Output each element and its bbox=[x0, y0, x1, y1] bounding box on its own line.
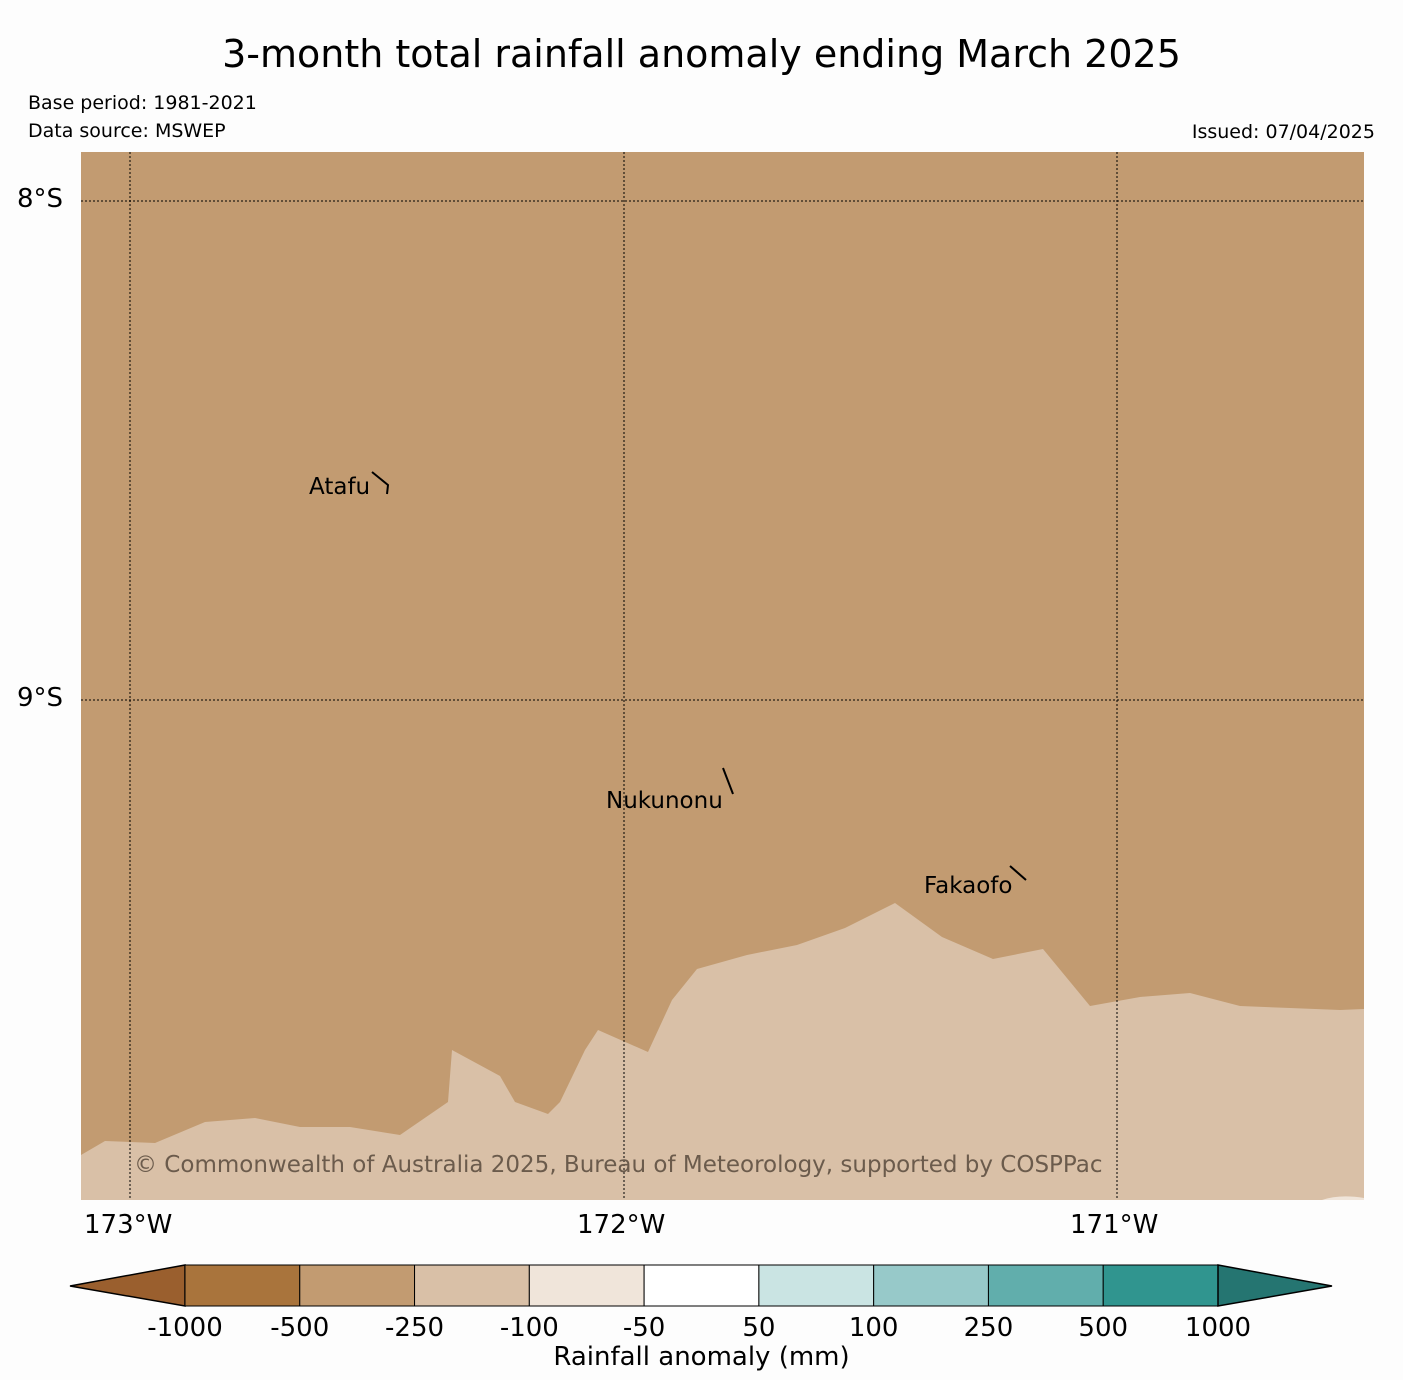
island-label-atafu: Atafu bbox=[309, 474, 370, 500]
nukunonu-island-outline bbox=[722, 767, 734, 795]
lat-label-8s: 8°S bbox=[17, 184, 64, 214]
fakaofo-island-outline bbox=[1009, 865, 1027, 881]
anomaly-region-light bbox=[1322, 1196, 1364, 1200]
colorbar-swatch bbox=[643, 1264, 760, 1307]
colorbar-tick-label: -500 bbox=[270, 1313, 330, 1343]
colorbar-swatch bbox=[758, 1264, 875, 1307]
island-label-nukunonu: Nukunonu bbox=[606, 788, 723, 814]
island-label-fakaofo: Fakaofo bbox=[924, 873, 1012, 899]
lon-label-173w: 173°W bbox=[84, 1210, 173, 1240]
colorbar-swatch bbox=[299, 1264, 416, 1307]
colorbar-swatch bbox=[184, 1264, 301, 1307]
colorbar-swatch bbox=[414, 1264, 530, 1307]
colorbar-swatch bbox=[528, 1264, 645, 1307]
lat-label-9s: 9°S bbox=[17, 683, 64, 713]
colorbar-tick-label: -1000 bbox=[147, 1313, 223, 1343]
data-source: Data source: MSWEP bbox=[28, 120, 226, 142]
anomaly-region-moderate bbox=[81, 903, 1364, 1200]
atafu-island-outline bbox=[371, 471, 390, 495]
colorbar-title: Rainfall anomaly (mm) bbox=[553, 1342, 850, 1372]
colorbar-swatch bbox=[987, 1264, 1104, 1307]
page-title: 3-month total rainfall anomaly ending Ma… bbox=[222, 32, 1181, 76]
colorbar-tick-label: 50 bbox=[742, 1313, 776, 1343]
colorbar-extend-high bbox=[1217, 1264, 1333, 1307]
lon-label-171w: 171°W bbox=[1070, 1210, 1159, 1240]
colorbar-tick-label: 100 bbox=[848, 1313, 899, 1343]
colorbar-tick-label: -250 bbox=[385, 1313, 445, 1343]
colorbar-extend-low bbox=[69, 1264, 186, 1307]
colorbar-tick-label: -50 bbox=[622, 1313, 666, 1343]
base-period: Base period: 1981-2021 bbox=[28, 92, 257, 114]
copyright-notice: © Commonwealth of Australia 2025, Bureau… bbox=[134, 1152, 1103, 1178]
colorbar-tick-label: 250 bbox=[963, 1313, 1014, 1343]
colorbar-tick-label: -100 bbox=[499, 1313, 559, 1343]
colorbar bbox=[69, 1264, 1333, 1307]
lon-label-172w: 172°W bbox=[577, 1210, 666, 1240]
colorbar-tick-label: 1000 bbox=[1184, 1313, 1252, 1343]
colorbar-swatch bbox=[873, 1264, 989, 1307]
map-area: Atafu Nukunonu Fakaofo © Commonwealth of… bbox=[81, 152, 1364, 1200]
graticule bbox=[81, 152, 1364, 1200]
colorbar-tick-label: 500 bbox=[1078, 1313, 1129, 1343]
colorbar-swatch bbox=[1102, 1264, 1219, 1307]
issued-date: Issued: 07/04/2025 bbox=[1191, 121, 1375, 143]
